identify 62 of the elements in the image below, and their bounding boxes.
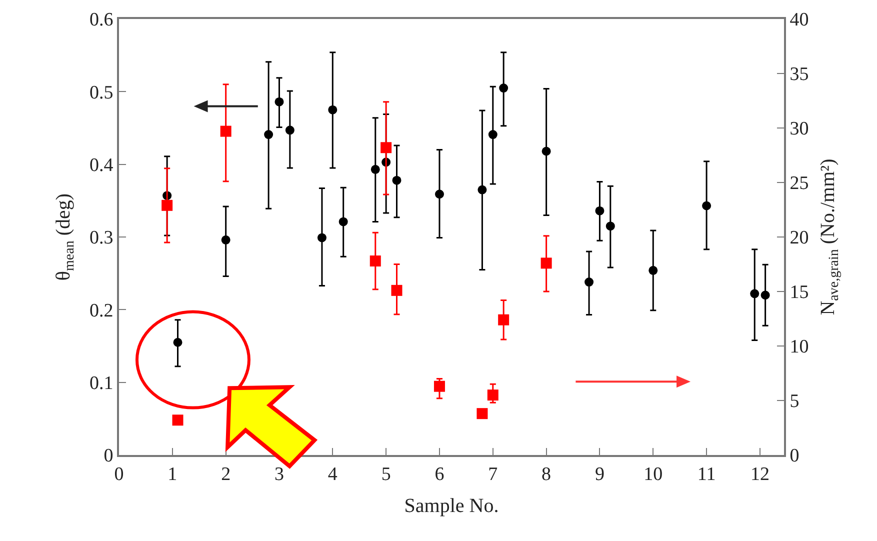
point — [606, 222, 615, 231]
point — [285, 126, 294, 135]
point — [595, 206, 604, 216]
y-tick-label: 0.5 — [89, 82, 114, 104]
y-tick-label: 0.6 — [89, 10, 114, 31]
y-tick-label: 0 — [104, 446, 114, 467]
point — [370, 255, 381, 266]
y-tick-label: 0.1 — [89, 372, 114, 394]
x-tick-label: 3 — [274, 464, 284, 485]
point — [173, 338, 182, 347]
point — [392, 176, 402, 185]
point — [274, 97, 284, 106]
point — [498, 314, 510, 326]
x-tick-label: 10 — [644, 464, 663, 485]
x-tick-label: 6 — [434, 464, 444, 485]
point — [328, 105, 338, 114]
x-tick-label: 1 — [168, 464, 178, 485]
point — [172, 414, 184, 426]
point — [702, 201, 712, 210]
y2-tick-label: 0 — [790, 446, 800, 467]
point — [162, 200, 173, 211]
y-tick-label: 0.4 — [89, 154, 114, 176]
y2-tick-label: 25 — [790, 173, 809, 194]
x-tick-label: 9 — [594, 464, 604, 485]
x-tick-label: 2 — [221, 464, 231, 485]
y-tick-label: 0.2 — [89, 300, 114, 322]
point — [370, 164, 380, 174]
point — [476, 408, 488, 420]
point — [540, 258, 552, 269]
point — [264, 130, 274, 140]
point — [380, 142, 392, 154]
point — [750, 289, 760, 298]
point — [391, 284, 402, 296]
y-tick-label: 0.3 — [89, 228, 114, 249]
y2-tick-label: 30 — [790, 118, 809, 140]
y2-tick-label: 5 — [790, 391, 800, 412]
x-tick-label: 12 — [750, 464, 770, 485]
point — [499, 84, 508, 93]
x-tick-label: 7 — [488, 464, 498, 485]
x-tick-label: 5 — [381, 464, 391, 485]
x-tick-label: 8 — [542, 464, 552, 485]
point — [434, 190, 444, 199]
point — [338, 217, 348, 226]
y2-tick-label: 35 — [790, 64, 809, 86]
y2-tick-label: 40 — [790, 10, 809, 31]
y2-tick-label: 10 — [790, 336, 809, 358]
point — [221, 235, 230, 244]
point — [487, 390, 498, 401]
point — [648, 266, 658, 275]
y2-tick-label: 15 — [790, 282, 809, 304]
x-tick-label: 4 — [328, 464, 338, 485]
point — [434, 380, 445, 392]
x-axis-title: Sample No. — [404, 494, 499, 517]
x-tick-label: 11 — [697, 464, 716, 485]
point — [542, 146, 551, 156]
point — [317, 233, 326, 242]
point — [478, 185, 487, 194]
point — [220, 126, 232, 137]
y2-tick-label: 20 — [790, 228, 809, 249]
point — [760, 290, 770, 300]
point — [584, 278, 594, 287]
point — [488, 130, 498, 140]
